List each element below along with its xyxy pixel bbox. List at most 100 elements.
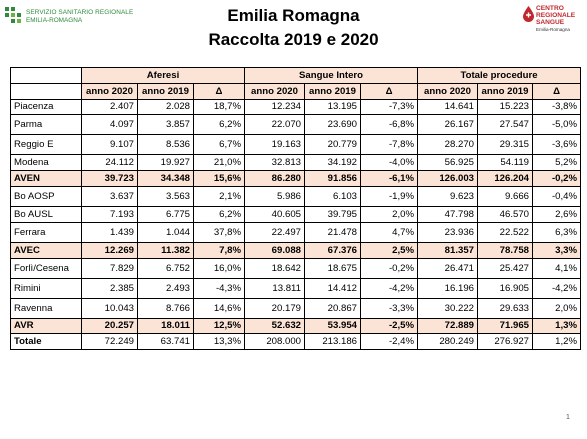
table-cell: 6,2%	[192, 114, 246, 136]
table-cell: 40.605	[244, 205, 306, 223]
group-header-sangue-intero: Sangue Intero	[244, 67, 419, 84]
row-label: Parma	[10, 114, 82, 136]
table-cell: 12.269	[81, 241, 138, 259]
table-cell: -4,2%	[532, 277, 582, 299]
table-cell: 28.270	[417, 134, 479, 156]
group-header-totale-procedure: Totale procedure	[417, 67, 582, 84]
table-row: Reggio E 9.107 8.536 6,7% 19.163 20.779 -7,8% 2…	[10, 134, 582, 156]
table-cell: 2,0%	[532, 297, 582, 319]
table-cell: 69.088	[244, 241, 306, 259]
collection-table: Aferesi Sangue Intero Totale procedure a…	[10, 67, 582, 351]
table-cell: -6,1%	[360, 170, 419, 187]
table-cell: 22.497	[244, 221, 306, 243]
table-cell: 4,1%	[532, 257, 582, 279]
table-cell: 276.927	[477, 333, 534, 351]
table-cell: -0,4%	[532, 185, 582, 207]
subheader-cell: anno 2019	[304, 82, 362, 100]
subheader-cell: Δ	[360, 82, 419, 100]
row-label: Forlì/Cesena	[10, 257, 82, 279]
table-cell: 7.193	[81, 205, 138, 223]
table-cell: 9.666	[477, 185, 534, 207]
table-cell: 23.690	[304, 114, 362, 136]
table-cell: 30.222	[417, 297, 479, 319]
table-row: AVEC 12.269 11.382 7,8% 69.088 67.376 2,5% 81.3…	[10, 241, 582, 259]
table-cell: 16,0%	[192, 257, 246, 279]
table-cell: 37,8%	[192, 221, 246, 243]
table-cell: 3.857	[137, 114, 194, 136]
crs-logo-line1: CENTRO	[536, 5, 564, 12]
row-label: Bo AOSP	[10, 185, 82, 207]
table-cell: 126.003	[417, 170, 479, 187]
row-label: Totale	[10, 333, 82, 351]
table-cell: 5.986	[244, 185, 306, 207]
table-cell: 2.028	[137, 98, 194, 116]
table-cell: 2.493	[137, 277, 194, 299]
ssr-logo: SERVIZIO SANITARIO REGIONALE EMILIA-ROMA…	[4, 4, 164, 30]
table-cell: 54.119	[477, 154, 534, 172]
table-cell: -2,4%	[360, 333, 419, 351]
table-cell: 26.471	[417, 257, 479, 279]
table-cell: 78.758	[477, 241, 534, 259]
ssr-logo-line1: SERVIZIO SANITARIO REGIONALE	[26, 9, 134, 16]
page-number: 1	[566, 414, 570, 421]
table-cell: 7.829	[81, 257, 138, 279]
table-cell: -3,3%	[360, 297, 419, 319]
row-label: Reggio E	[10, 134, 82, 156]
table-cell: 6.103	[304, 185, 362, 207]
table-cell: 22.522	[477, 221, 534, 243]
subheader-cell: anno 2020	[81, 82, 138, 100]
row-label: AVR	[10, 317, 82, 335]
crs-logo: CENTRO REGIONALE SANGUE Emilia-Romagna	[522, 3, 584, 37]
table-cell: -5,0%	[532, 114, 582, 136]
table-cell: 72.249	[81, 333, 138, 351]
table-cell: 2.407	[81, 98, 138, 116]
table-row: Ferrara 1.439 1.044 37,8% 22.497 21.478 4,7% 23…	[10, 221, 582, 243]
table-body: Piacenza 2.407 2.028 18,7% 12.234 13.195 -7,3%…	[10, 98, 582, 351]
table-cell: 6,2%	[192, 205, 246, 223]
table-cell: 46.570	[477, 205, 534, 223]
page-subtitle: Raccolta 2019 e 2020	[208, 30, 379, 49]
table-cell: -3,8%	[532, 98, 582, 116]
table-cell: 4,7%	[360, 221, 419, 243]
table-cell: 34.348	[137, 170, 194, 187]
table-cell: -0,2%	[532, 170, 582, 187]
row-label: Ferrara	[10, 221, 82, 243]
ssr-logo-line2: EMILIA-ROMAGNA	[26, 17, 83, 24]
table-cell: 280.249	[417, 333, 479, 351]
table-cell: 18.011	[137, 317, 194, 335]
table-cell: 1,2%	[532, 333, 582, 351]
crs-logo-line4: Emilia-Romagna	[536, 27, 570, 32]
ssr-emblem-icon	[5, 7, 21, 23]
table-cell: 1.439	[81, 221, 138, 243]
table-row: AVR 20.257 18.011 12,5% 52.632 53.954 -2,5% 72.…	[10, 317, 582, 335]
table-cell: 21.478	[304, 221, 362, 243]
table-cell: 32.813	[244, 154, 306, 172]
table-cell: 72.889	[417, 317, 479, 335]
table-row: Piacenza 2.407 2.028 18,7% 12.234 13.195 -7,3%…	[10, 98, 582, 116]
table-cell: 16.196	[417, 277, 479, 299]
table-cell: 14.641	[417, 98, 479, 116]
subheader-cell: Δ	[192, 82, 246, 100]
table-cell: -4,0%	[360, 154, 419, 172]
table-cell: 21,0%	[192, 154, 246, 172]
table-corner-cell	[10, 67, 82, 84]
table-cell: 15,6%	[192, 170, 246, 187]
table-cell: -2,5%	[360, 317, 419, 335]
table-cell: 3.563	[137, 185, 194, 207]
table-row: Forlì/Cesena 7.829 6.752 16,0% 18.642 18.675-…	[10, 257, 582, 279]
table-cell: 213.186	[304, 333, 362, 351]
table-cell: -7,3%	[360, 98, 419, 116]
table-cell: 18,7%	[192, 98, 246, 116]
table-cell: 86.280	[244, 170, 306, 187]
table-cell: 71.965	[477, 317, 534, 335]
table-cell: 2,0%	[360, 205, 419, 223]
subheader-cell: anno 2019	[477, 82, 534, 100]
table-row: Modena 24.112 19.927 21,0% 32.813 34.192 -4,0%…	[10, 154, 582, 172]
table-row: Ravenna 10.043 8.766 14,6% 20.179 20.867 -3,3%…	[10, 297, 582, 319]
table-cell: 52.632	[244, 317, 306, 335]
subheader-cell: Δ	[532, 82, 582, 100]
table-cell: 9.623	[417, 185, 479, 207]
table-cell: 29.633	[477, 297, 534, 319]
table-cell: -7,8%	[360, 134, 419, 156]
table-cell: 63.741	[137, 333, 194, 351]
